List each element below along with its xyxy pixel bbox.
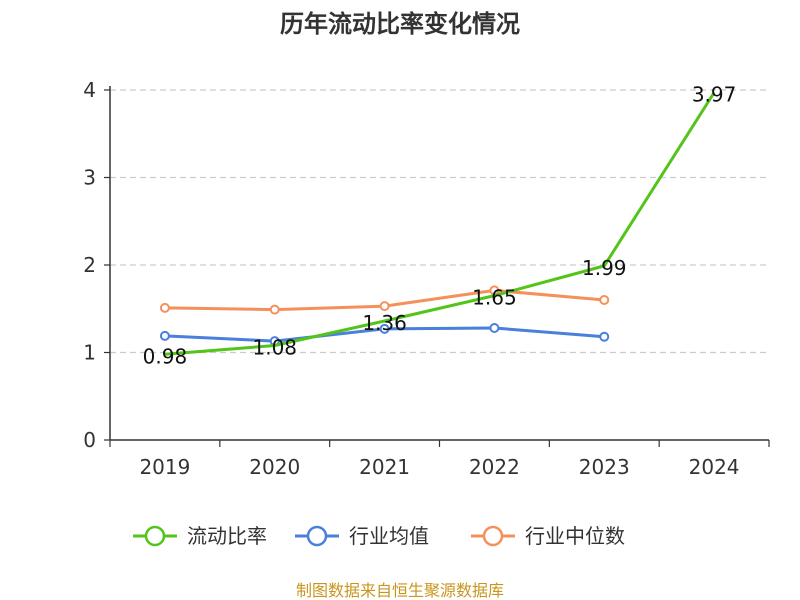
x-tick-label: 2021 [359, 455, 410, 479]
data-point [269, 304, 280, 315]
y-tick-label: 2 [83, 253, 96, 277]
legend-label: 行业均值 [349, 524, 429, 548]
chart-title: 历年流动比率变化情况 [280, 10, 520, 38]
x-tick-label: 2022 [469, 455, 520, 479]
y-tick-label: 3 [83, 166, 96, 190]
legend-label: 行业中位数 [525, 524, 625, 548]
data-point [599, 331, 610, 342]
legend-label: 流动比率 [187, 524, 267, 548]
data-label: 3.97 [692, 83, 737, 107]
x-tick-label: 2020 [249, 455, 300, 479]
legend-marker [144, 525, 166, 547]
legend[interactable]: 流动比率 行业均值 行业中位数 [133, 524, 625, 548]
data-point [489, 323, 500, 333]
data-point [599, 295, 610, 305]
x-tick-label: 2023 [579, 455, 630, 479]
x-tick-label: 2024 [689, 455, 740, 479]
data-label: 1.36 [362, 311, 407, 335]
data-point [159, 330, 170, 341]
axes: 0 1 2 3 4 2019 2020 2021 2022 2023 2024 [83, 78, 770, 479]
data-label: 1.65 [472, 286, 517, 310]
data-label: 1.08 [252, 336, 297, 360]
data-point [379, 301, 390, 312]
data-label: 0.98 [143, 344, 188, 368]
legend-marker [482, 525, 504, 547]
legend-item[interactable]: 行业中位数 [471, 524, 625, 548]
y-tick-label: 1 [83, 341, 96, 365]
grid [110, 89, 769, 354]
data-label: 1.99 [582, 256, 627, 280]
series-layer [159, 91, 716, 356]
data-labels: 0.98 1.08 1.36 1.65 1.99 3.97 [143, 83, 737, 369]
data-point [379, 323, 390, 334]
legend-marker [306, 525, 328, 547]
y-tick-label: 0 [83, 428, 96, 452]
source-note: 制图数据来自恒生聚源数据库 [296, 581, 504, 600]
legend-item[interactable]: 行业均值 [295, 524, 429, 548]
x-tick-label: 2019 [139, 455, 190, 479]
data-point [159, 302, 170, 313]
legend-item[interactable]: 流动比率 [133, 524, 267, 548]
y-tick-label: 4 [83, 78, 96, 102]
series-line [164, 91, 716, 356]
